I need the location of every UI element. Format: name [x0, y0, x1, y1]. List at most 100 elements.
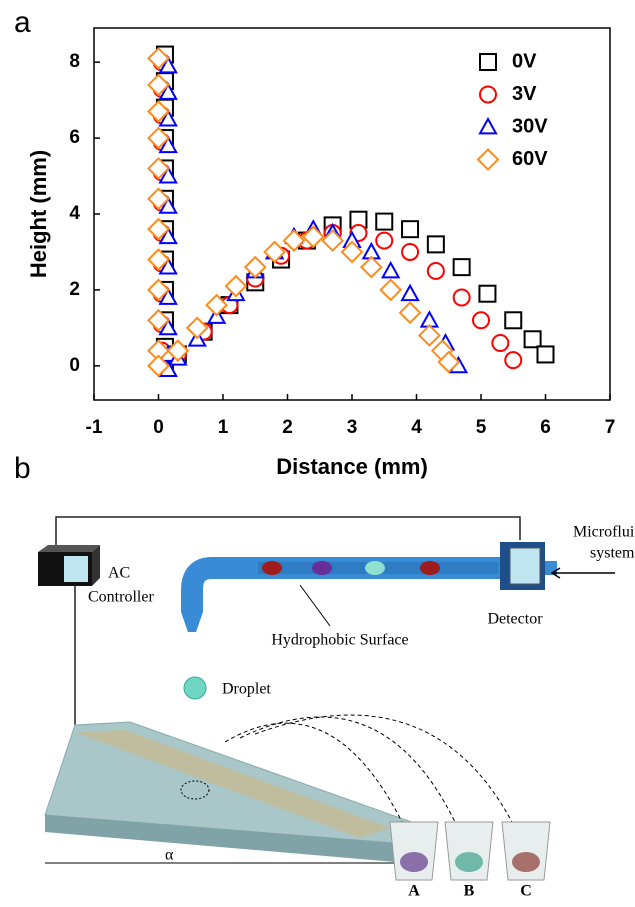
legend-label: 60V — [512, 148, 548, 170]
droplet-label: Droplet — [222, 681, 271, 698]
cup-droplet — [455, 852, 483, 872]
microfluid-label: Microfluid — [573, 524, 635, 541]
marker — [381, 260, 401, 279]
microfluid-label: system — [590, 545, 635, 562]
marker — [426, 261, 445, 280]
marker — [398, 301, 422, 325]
x-axis-title: Distance (mm) — [276, 454, 428, 479]
x-tick-label: 0 — [153, 417, 164, 438]
angle-label: α — [165, 847, 174, 864]
marker — [147, 73, 170, 97]
marker — [301, 225, 325, 249]
controller-screen — [64, 556, 88, 582]
controller-label: AC — [108, 565, 130, 582]
electrode — [75, 730, 390, 838]
marker — [243, 255, 267, 279]
x-tick-label: 4 — [411, 417, 422, 438]
legend-label: 0V — [512, 50, 537, 72]
legend-label: 30V — [512, 115, 548, 137]
marker — [147, 217, 170, 241]
x-tick-label: -1 — [86, 417, 103, 438]
marker — [476, 148, 500, 171]
wire — [55, 516, 521, 548]
x-tick-label: 7 — [605, 417, 616, 438]
marker — [158, 287, 178, 305]
marker — [400, 283, 420, 302]
controller-side — [92, 545, 100, 586]
cup-droplet — [400, 852, 428, 872]
x-tick-label: 6 — [540, 417, 551, 438]
marker — [479, 85, 497, 104]
marker — [491, 334, 510, 353]
marker — [437, 350, 461, 374]
marker — [147, 187, 170, 211]
panel-label: b — [14, 452, 31, 485]
marker — [478, 116, 498, 135]
marker — [158, 317, 178, 336]
marker — [158, 82, 178, 100]
marker — [523, 330, 542, 349]
container-label: B — [464, 883, 475, 900]
y-tick-label: 0 — [69, 355, 80, 376]
marker — [166, 339, 190, 363]
marker — [536, 345, 555, 364]
marker — [158, 135, 178, 154]
y-tick-label: 6 — [69, 127, 80, 148]
panel-label: a — [14, 6, 31, 39]
marker — [263, 240, 287, 264]
highlight — [180, 780, 210, 800]
container-label: A — [408, 883, 420, 900]
tube-droplet — [365, 561, 385, 575]
marker — [147, 46, 170, 70]
marker — [158, 55, 178, 74]
y-tick-label: 8 — [69, 51, 80, 72]
cup-droplet — [512, 852, 540, 872]
marker — [158, 165, 178, 184]
arrow — [550, 567, 615, 579]
pointer — [299, 584, 331, 627]
tube — [181, 557, 520, 612]
marker — [282, 229, 306, 252]
marker — [205, 293, 228, 317]
legend-label: 3V — [512, 83, 537, 105]
marker — [359, 255, 383, 279]
y-tick-label: 2 — [69, 279, 80, 300]
marker — [375, 231, 394, 250]
y-axis-title: Height (mm) — [26, 150, 51, 278]
marker — [375, 212, 394, 231]
marker — [158, 196, 178, 214]
y-tick-label: 4 — [69, 203, 80, 224]
controller-top — [38, 545, 100, 552]
trajectory — [224, 714, 513, 823]
diagram — [38, 516, 615, 881]
x-tick-label: 2 — [282, 417, 293, 438]
marker — [340, 240, 364, 264]
marker — [417, 324, 441, 347]
marker — [158, 257, 178, 275]
marker — [147, 100, 170, 123]
marker — [147, 157, 170, 180]
marker — [379, 278, 403, 302]
marker — [401, 220, 420, 239]
marker — [472, 311, 490, 330]
nozzle — [181, 612, 203, 632]
marker — [452, 288, 471, 307]
marker — [504, 351, 523, 370]
surface-label: Hydrophobic Surface — [271, 632, 408, 649]
marker — [224, 274, 248, 298]
detector-window — [509, 547, 541, 585]
controller-label: Controller — [88, 589, 154, 606]
x-tick-label: 1 — [218, 417, 229, 438]
plate-side — [45, 815, 395, 862]
marker — [504, 311, 523, 330]
marker — [147, 248, 170, 271]
marker — [185, 316, 209, 340]
marker — [158, 109, 178, 127]
marker — [401, 242, 420, 261]
x-tick-label: 3 — [347, 417, 358, 438]
marker — [147, 278, 170, 302]
x-tick-label: 5 — [476, 417, 487, 438]
marker — [147, 126, 170, 150]
detector-label: Detector — [487, 611, 543, 628]
